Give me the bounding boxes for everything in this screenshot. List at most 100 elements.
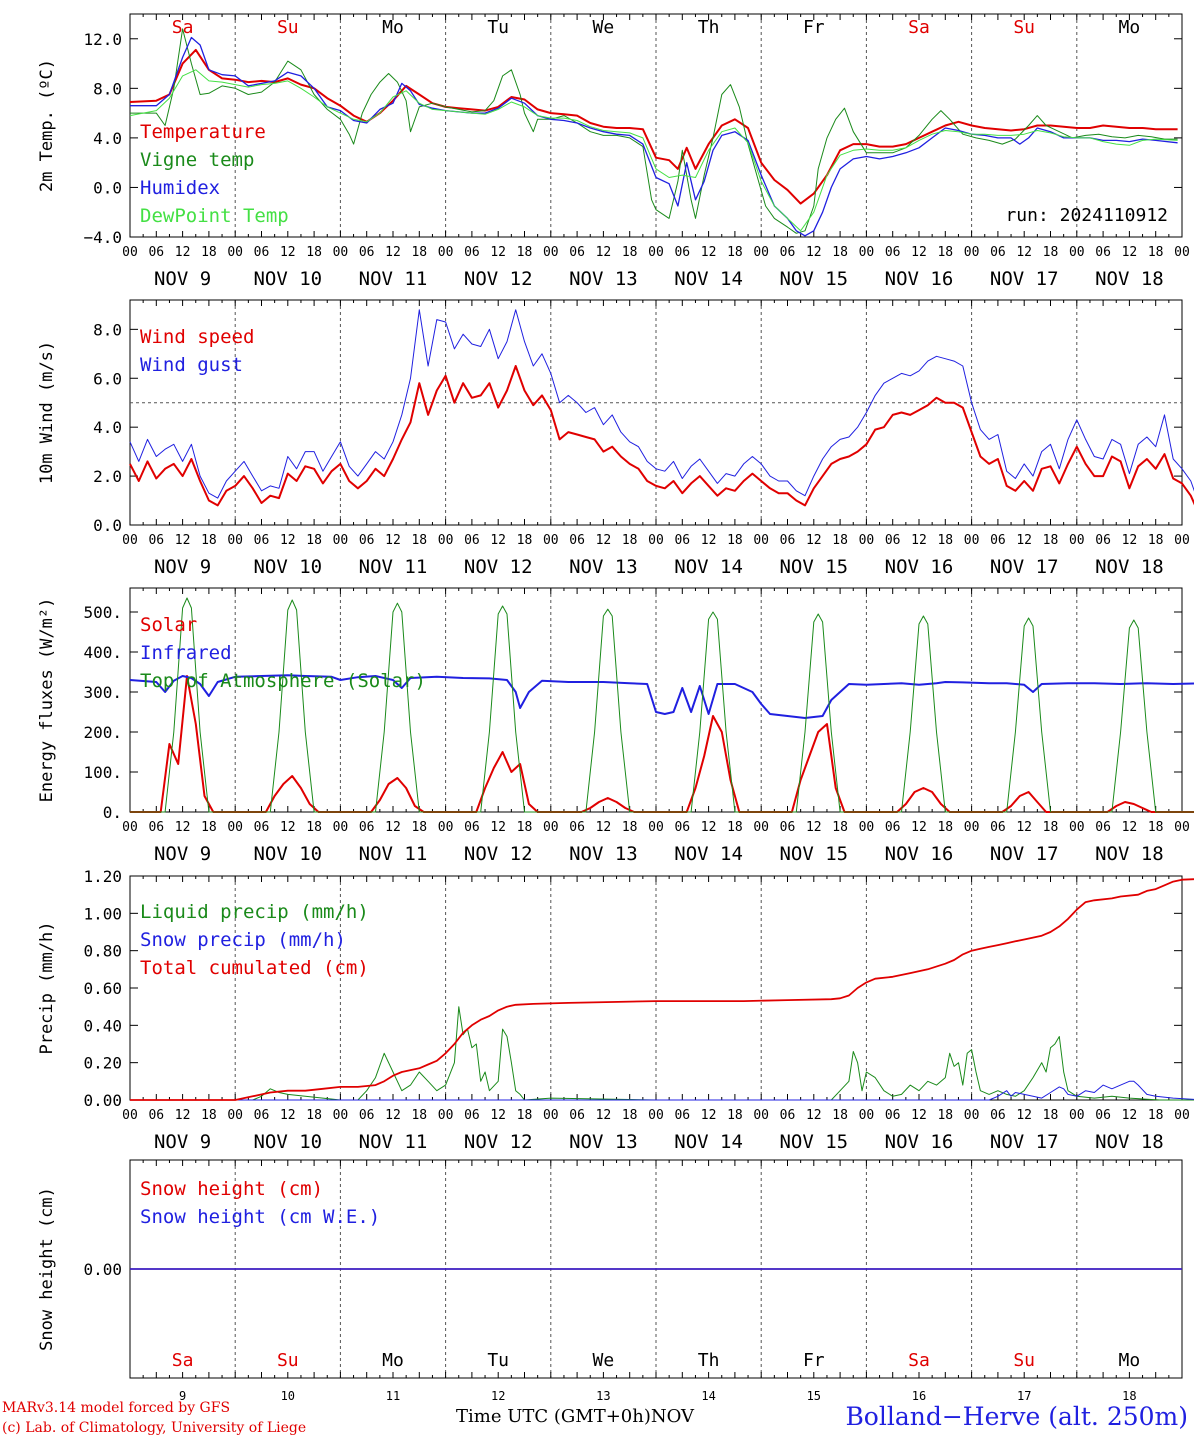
wind-y-tick-label: 6.0 — [93, 369, 122, 388]
precip-hour-label: 00 — [859, 1108, 875, 1123]
precip-hour-label: 00 — [438, 1108, 454, 1123]
temp-hour-label: 00 — [1069, 245, 1085, 260]
energy-hour-label: 12 — [280, 820, 296, 835]
energy-date-label: NOV 16 — [885, 843, 954, 865]
wind-hour-label: 06 — [885, 533, 901, 548]
energy-hour-label: 00 — [648, 820, 664, 835]
precip-date-label: NOV 12 — [464, 1131, 533, 1153]
energy-hour-label: 18 — [1148, 820, 1164, 835]
wind-hour-label: 00 — [859, 533, 875, 548]
temp-hour-label: 00 — [753, 245, 769, 260]
snow-day-number: 11 — [386, 1389, 400, 1403]
precip-hour-label: 18 — [201, 1108, 217, 1123]
energy-hour-label: 12 — [1122, 820, 1138, 835]
wind-hour-label: 00 — [964, 533, 980, 548]
temp-legend-dewpoint-temp: DewPoint Temp — [140, 205, 289, 227]
energy-hour-label: 12 — [1016, 820, 1032, 835]
energy-hour-label: 00 — [753, 820, 769, 835]
snow-y-tick-label: 0.00 — [83, 1260, 122, 1279]
temp-hour-label: 06 — [674, 245, 690, 260]
temp-day-name: Sa — [172, 17, 194, 38]
energy-hour-label: 06 — [254, 820, 270, 835]
energy-series-infrared — [129, 674, 1194, 719]
energy-y-tick-label: 200. — [83, 723, 122, 742]
precip-hour-label: 18 — [517, 1108, 533, 1123]
energy-y-axis-label: Energy fluxes (W/m²) — [37, 598, 57, 803]
wind-hour-label: 12 — [1122, 533, 1138, 548]
temp-hour-label: 06 — [359, 245, 375, 260]
precip-hour-label: 00 — [964, 1108, 980, 1123]
temp-y-axis-label: 2m Temp. (ºC) — [37, 59, 57, 192]
precip-hour-label: 06 — [1095, 1108, 1111, 1123]
snow-day-number: 13 — [596, 1389, 610, 1403]
temp-hour-label: 12 — [1122, 245, 1138, 260]
precip-y-tick-label: 0.40 — [83, 1016, 122, 1035]
wind-hour-label: 18 — [517, 533, 533, 548]
model-credit: MARv3.14 model forced by GFS — [2, 1400, 231, 1416]
lab-credit: (c) Lab. of Climatology, University of L… — [2, 1420, 307, 1436]
precip-hour-label: 18 — [1148, 1108, 1164, 1123]
temp-legend-vigne-temp: Vigne temp — [140, 149, 254, 171]
energy-hour-label: 00 — [438, 820, 454, 835]
precip-panel: 0.00 0.20 0.40 0.60 0.80 1.00 1.20 Precip (mm/h… — [37, 867, 1194, 1153]
wind-hour-label: 06 — [990, 533, 1006, 548]
wind-hour-label: 12 — [175, 533, 191, 548]
temp-hour-label: 00 — [1174, 245, 1190, 260]
precip-y-tick-label: 1.20 — [83, 867, 122, 886]
energy-hour-label: 00 — [964, 820, 980, 835]
wind-hour-label: 12 — [701, 533, 717, 548]
temp-hour-label: 12 — [490, 245, 506, 260]
wind-hour-label: 18 — [201, 533, 217, 548]
energy-hour-label: 06 — [1095, 820, 1111, 835]
precip-hour-label: 12 — [280, 1108, 296, 1123]
energy-date-label: NOV 9 — [154, 843, 211, 865]
wind-date-label: NOV 18 — [1095, 556, 1164, 578]
temp-date-label: NOV 15 — [779, 268, 848, 290]
wind-hour-label: 06 — [254, 533, 270, 548]
energy-hour-label: 00 — [1174, 820, 1190, 835]
wind-hour-label: 06 — [780, 533, 796, 548]
energy-date-label: NOV 15 — [779, 843, 848, 865]
precip-date-label: NOV 13 — [569, 1131, 638, 1153]
wind-hour-label: 00 — [122, 533, 138, 548]
temp-y-tick-label: 0.0 — [93, 178, 122, 197]
wind-hour-label: 12 — [385, 533, 401, 548]
precip-date-label: NOV 17 — [990, 1131, 1059, 1153]
temp-day-name: Fr — [803, 17, 825, 38]
temp-day-name: We — [593, 17, 615, 38]
precip-hour-label: 18 — [306, 1108, 322, 1123]
temp-hour-label: 00 — [438, 245, 454, 260]
snow-day-name: Th — [698, 1350, 720, 1371]
energy-hour-label: 18 — [622, 820, 638, 835]
precip-hour-label: 00 — [648, 1108, 664, 1123]
wind-date-label: NOV 9 — [154, 556, 211, 578]
temp-hour-label: 00 — [964, 245, 980, 260]
wind-legend-wind-gust: Wind gust — [140, 354, 243, 376]
precip-hour-label: 00 — [543, 1108, 559, 1123]
temp-hour-label: 18 — [517, 245, 533, 260]
precip-legend-total-cumulated-cm: Total cumulated (cm) — [140, 957, 369, 979]
wind-hour-label: 06 — [1095, 533, 1111, 548]
temp-hour-label: 00 — [122, 245, 138, 260]
snow-day-number: 17 — [1017, 1389, 1031, 1403]
energy-hour-label: 18 — [832, 820, 848, 835]
precip-series-liquid-precip-mm-h — [130, 1006, 1194, 1101]
temp-date-label: NOV 9 — [154, 268, 211, 290]
temp-date-label: NOV 17 — [990, 268, 1059, 290]
precip-date-label: NOV 16 — [885, 1131, 954, 1153]
temp-series-temperature — [129, 48, 1178, 205]
snow-day-number: 12 — [491, 1389, 505, 1403]
precip-hour-label: 00 — [1174, 1108, 1190, 1123]
energy-date-label: NOV 10 — [253, 843, 322, 865]
wind-date-label: NOV 14 — [674, 556, 743, 578]
precip-legend-snow-precip-mm-h: Snow precip (mm/h) — [140, 929, 346, 951]
energy-date-label: NOV 12 — [464, 843, 533, 865]
energy-hour-label: 12 — [385, 820, 401, 835]
temp-hour-label: 12 — [701, 245, 717, 260]
precip-hour-label: 18 — [1043, 1108, 1059, 1123]
temp-hour-label: 18 — [727, 245, 743, 260]
temp-hour-label: 12 — [280, 245, 296, 260]
precip-date-label: NOV 14 — [674, 1131, 743, 1153]
temp-hour-label: 12 — [596, 245, 612, 260]
precip-hour-label: 00 — [333, 1108, 349, 1123]
